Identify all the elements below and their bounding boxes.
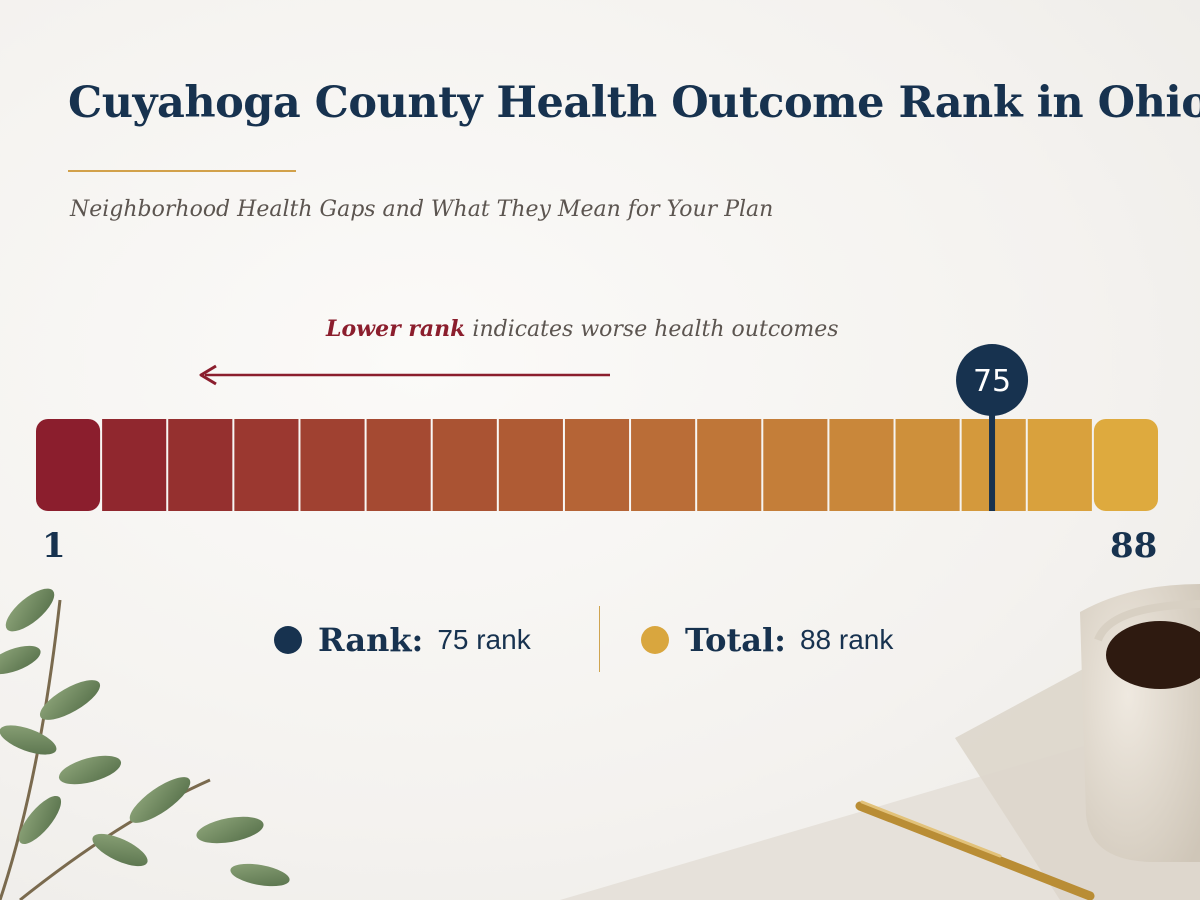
bar-segment	[36, 419, 101, 511]
page-subtitle: Neighborhood Health Gaps and What They M…	[70, 197, 774, 222]
hint-text: indicates worse health outcomes	[465, 317, 839, 342]
bar-segment	[234, 419, 299, 511]
plant-decoration	[0, 588, 290, 900]
bar-segment	[300, 419, 365, 511]
marker-label: 75	[973, 364, 1011, 399]
bar-segment	[631, 419, 696, 511]
axis-min-label: 1	[42, 526, 66, 566]
direction-hint: Lower rank indicates worse health outcom…	[326, 316, 839, 342]
direction-arrow	[199, 364, 610, 386]
bar-segment	[366, 419, 431, 511]
legend-rank-value: 75 rank	[437, 624, 531, 655]
legend-total-label: Total:	[685, 621, 786, 659]
bar-segment	[1027, 419, 1092, 511]
marker-badge	[956, 344, 1029, 416]
bar-segment	[564, 419, 630, 511]
page-title: Cuyahoga County Health Outcome Rank in O…	[68, 78, 1200, 128]
legend-rank-dot-icon	[274, 626, 302, 654]
bar-segment	[763, 419, 828, 511]
legend-total-dot-icon	[641, 626, 669, 654]
title-divider	[68, 170, 296, 172]
coffee-cup-decoration	[1080, 584, 1200, 862]
legend-rank-label: Rank:	[318, 621, 424, 659]
legend-total: Total: 88 rank	[641, 620, 893, 660]
bar-segment	[498, 419, 563, 511]
bar-segment	[829, 419, 894, 511]
rank-marker: 75	[956, 344, 1029, 511]
hint-emphasis: Lower rank	[326, 316, 466, 342]
bar-segment	[168, 419, 233, 511]
legend-separator	[599, 606, 600, 672]
bar-segment	[102, 419, 167, 511]
axis-max-label: 88	[1110, 526, 1158, 566]
bar-segment	[1093, 419, 1158, 511]
bar-segment	[697, 419, 762, 511]
legend-total-value: 88 rank	[799, 624, 894, 655]
bar-segment	[895, 419, 960, 511]
bar-segment	[432, 419, 497, 511]
legend-rank: Rank: 75 rank	[274, 620, 531, 660]
